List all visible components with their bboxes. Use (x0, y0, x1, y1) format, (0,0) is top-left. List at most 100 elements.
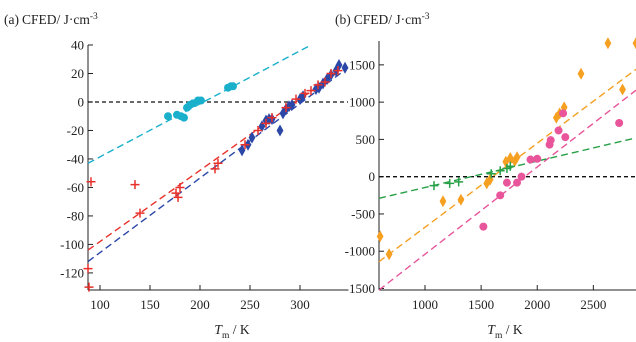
x-axis-label-subscript: m (495, 331, 503, 341)
data-point-circle (479, 222, 488, 231)
y-tick-label: 0 (78, 94, 85, 109)
data-point-plus (313, 80, 323, 90)
data-point-plus (240, 140, 250, 150)
x-axis-label: Tm / K (214, 322, 249, 341)
panel-label: (a) (4, 12, 19, 27)
y-tick-label: 1500 (349, 57, 375, 72)
data-point-diamond (276, 124, 284, 137)
data-point-plus (486, 169, 496, 179)
data-point-circle (533, 154, 542, 163)
y-tick-label: -1000 (345, 244, 375, 259)
axis-title: (a) CFED/ J·cm-3 (4, 12, 98, 27)
fit-line (378, 89, 636, 291)
data-point-diamond (258, 120, 266, 133)
data-point-circle (496, 191, 505, 200)
y-tick-label: -100 (60, 237, 84, 252)
data-point-diamond (315, 81, 323, 94)
data-point-plus (173, 192, 183, 202)
data-point-circle (546, 136, 555, 145)
data-point-diamond (319, 77, 327, 90)
y-axis-label: CFED/ J·cm (354, 12, 422, 27)
y-tick-label: 40 (71, 38, 84, 53)
data-point-circle (229, 82, 237, 91)
data-point-circle (197, 96, 205, 105)
data-point-diamond (632, 37, 636, 50)
panel-label: (b) (335, 12, 351, 27)
x-tick-label: 2000 (524, 297, 550, 312)
data-point-plus (86, 177, 96, 187)
data-point-plus (130, 180, 140, 190)
data-point-circle (554, 126, 563, 135)
data-point-plus (300, 88, 310, 98)
data-point-diamond (335, 58, 343, 71)
data-point-diamond (323, 73, 331, 86)
data-point-plus (429, 181, 439, 191)
x-tick-label: 1500 (468, 297, 494, 312)
data-point-plus (495, 166, 505, 176)
data-point-diamond (312, 83, 320, 96)
data-point-diamond (341, 61, 349, 74)
data-point-diamond (376, 230, 384, 243)
data-point-circle (502, 178, 511, 187)
x-tick-label: 250 (240, 297, 260, 312)
data-point-diamond (486, 173, 494, 186)
x-tick-label: 150 (140, 297, 160, 312)
data-point-plus (175, 182, 185, 192)
y-tick-label: -60 (67, 180, 84, 195)
data-point-diamond (604, 37, 612, 50)
x-axis-label-symbol: T (214, 322, 223, 337)
data-point-circle (164, 112, 172, 121)
x-tick-label: 2500 (580, 297, 606, 312)
x-axis-label-subscript: m (222, 331, 230, 341)
data-point-plus (135, 208, 145, 218)
data-point-diamond (248, 131, 256, 144)
data-point-circle (615, 119, 624, 128)
y-tick-label: 0 (369, 169, 376, 184)
y-tick-label: -20 (67, 123, 84, 138)
data-point-plus (445, 178, 455, 188)
y-tick-label: -1500 (345, 281, 375, 296)
data-point-plus (83, 264, 93, 274)
data-point-plus (84, 282, 94, 292)
data-point-plus (326, 68, 336, 78)
data-point-diamond (513, 151, 521, 164)
data-point-diamond (619, 83, 626, 96)
x-tick-label: 200 (190, 297, 210, 312)
data-point-circle (513, 178, 522, 187)
data-point-diamond (279, 107, 287, 120)
x-tick-label: 300 (290, 297, 310, 312)
data-point-circle (561, 133, 570, 142)
y-tick-label: 20 (71, 66, 84, 81)
data-point-diamond (288, 98, 296, 111)
data-point-diamond (502, 155, 510, 168)
data-point-plus (213, 158, 223, 168)
data-point-diamond (439, 195, 447, 208)
x-axis-label-symbol: T (487, 322, 496, 337)
y-axis-label: CFED/ J·cm (22, 12, 90, 27)
data-point-diamond (299, 90, 307, 103)
data-point-plus (333, 66, 343, 76)
y-tick-label: -40 (67, 151, 84, 166)
data-point-circle (559, 109, 568, 118)
y-axis-label-superscript: -3 (422, 12, 430, 22)
y-tick-label: -80 (67, 208, 84, 223)
y-tick-label: -500 (351, 206, 375, 221)
data-point-circle (180, 113, 188, 122)
data-point-plus (253, 125, 263, 135)
data-point-diamond (238, 144, 246, 157)
x-axis-label-unit: / K (229, 322, 250, 337)
data-point-diamond (285, 100, 293, 113)
data-point-plus (171, 188, 181, 198)
x-axis-label-unit: / K (502, 322, 523, 337)
data-point-plus (306, 86, 316, 96)
data-point-circle (517, 172, 526, 181)
data-point-plus (291, 94, 301, 104)
y-axis-label-superscript: -3 (90, 12, 98, 22)
fit-line (87, 67, 349, 263)
data-point-plus (281, 103, 291, 113)
y-tick-label: 500 (356, 132, 376, 147)
x-axis-label: Tm / K (487, 322, 522, 341)
data-point-diamond (457, 193, 465, 206)
data-point-plus (505, 161, 515, 171)
